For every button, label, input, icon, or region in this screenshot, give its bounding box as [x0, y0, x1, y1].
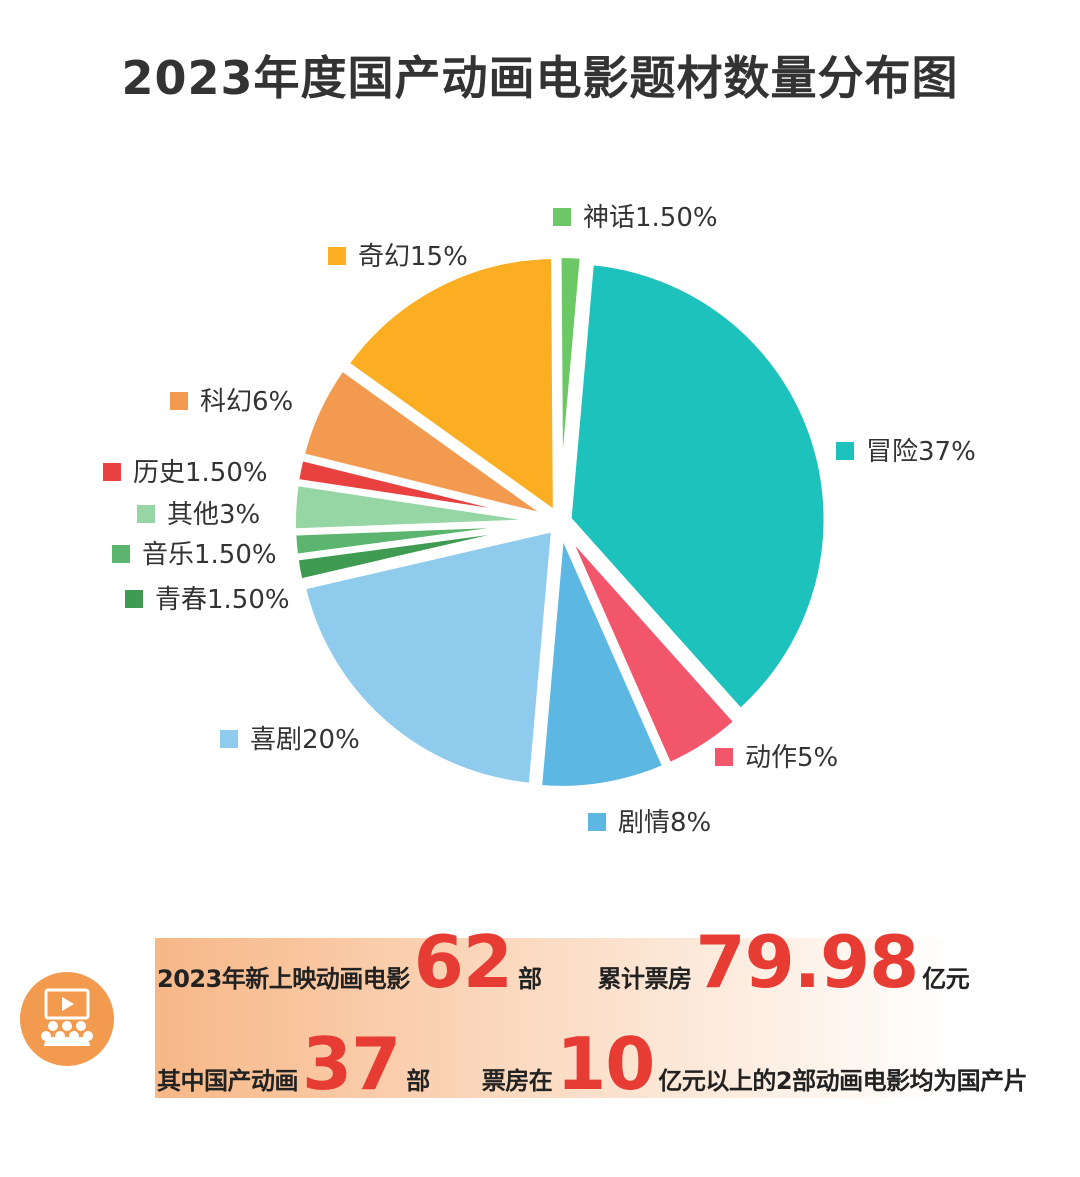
legend-label-喜剧: 喜剧20%	[250, 725, 360, 755]
legend-swatch-奇幻	[328, 247, 346, 265]
legend-label-神话: 神话1.50%	[583, 203, 718, 233]
legend-label-其他: 其他3%	[167, 500, 260, 530]
cinema-audience-icon	[20, 972, 114, 1066]
summary-text: 累计票房	[597, 965, 693, 993]
legend-label-冒险: 冒险37%	[866, 437, 976, 467]
pie-chart: 神话1.50% 冒险37% 动作5% 剧情8% 喜剧20% 青春1.50% 音乐1.50% 其…	[103, 203, 976, 838]
pie-slice-科幻	[298, 365, 555, 522]
legend-swatch-其他	[137, 505, 155, 523]
summary-text: 票房在	[481, 1067, 553, 1095]
legend-swatch-科幻	[170, 392, 188, 410]
summary-row-1: 2023年新上映动画电影 62 部 累计票房 79.98 亿元	[157, 920, 970, 1004]
legend-label-科幻: 科幻6%	[200, 387, 293, 417]
legend-swatch-动作	[715, 748, 733, 766]
chart-title: 2023年度国产动画电影题材数量分布图	[121, 51, 959, 105]
pie-slice-奇幻	[343, 253, 559, 518]
legend-swatch-音乐	[112, 545, 130, 563]
legend-label-青春: 青春1.50%	[155, 585, 290, 615]
legend-swatch-冒险	[836, 442, 854, 460]
pie-slice-冒险	[565, 259, 830, 715]
summary-number: 62	[413, 920, 513, 1004]
legend-swatch-神话	[553, 208, 571, 226]
summary-text: 部	[518, 965, 542, 993]
pie-slice-喜剧	[299, 525, 558, 789]
legend-label-剧情: 剧情8%	[618, 808, 711, 838]
summary-text: 2023年新上映动画电影	[157, 965, 410, 993]
legend-swatch-喜剧	[220, 730, 238, 748]
summary-number: 10	[556, 1022, 655, 1106]
summary-text: 亿元以上的2部动画电影均为国产片	[658, 1067, 1028, 1095]
legend-label-历史: 历史1.50%	[133, 458, 268, 488]
legend-label-音乐: 音乐1.50%	[142, 540, 277, 570]
legend-swatch-青春	[125, 590, 143, 608]
summary-text: 亿元	[922, 965, 970, 993]
summary-number: 79.98	[695, 920, 920, 1004]
summary-band	[155, 938, 955, 1098]
legend-label-奇幻: 奇幻15%	[358, 242, 468, 272]
pie-slice-神话	[555, 252, 586, 517]
summary-row-2: 其中国产动画 37 部 票房在 10 亿元以上的2部动画电影均为国产片	[157, 1022, 1028, 1106]
summary-text: 其中国产动画	[157, 1067, 299, 1095]
pie-slice-动作	[561, 526, 740, 769]
summary-text: 部	[406, 1067, 430, 1095]
pie-slice-剧情	[535, 527, 669, 792]
legend-swatch-剧情	[588, 813, 606, 831]
summary-number: 37	[302, 1022, 401, 1106]
legend-label-动作: 动作5%	[745, 743, 838, 773]
legend-swatch-历史	[103, 463, 121, 481]
